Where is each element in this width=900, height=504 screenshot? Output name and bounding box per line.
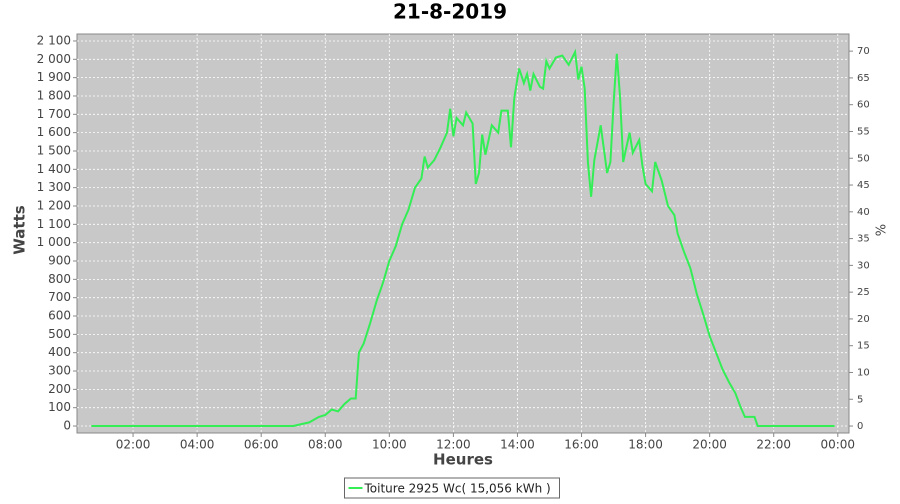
y2-tick-label: 55 bbox=[857, 126, 870, 137]
y-tick-label: 700 bbox=[48, 290, 71, 304]
y-tick-label: 300 bbox=[48, 364, 71, 378]
y-tick-label: 1 300 bbox=[37, 180, 71, 194]
y2-tick-label: 45 bbox=[857, 180, 870, 191]
y-tick-label: 1 500 bbox=[37, 143, 71, 157]
x-tick-label: 16:00 bbox=[564, 438, 599, 452]
y2-tick-label: 50 bbox=[857, 153, 870, 164]
y2-tick-label: 0 bbox=[857, 421, 863, 432]
legend-box bbox=[344, 477, 560, 499]
y-tick-label: 900 bbox=[48, 254, 71, 268]
y-tick-label: 1 200 bbox=[37, 198, 71, 212]
y2-tick-label: 35 bbox=[857, 234, 870, 245]
plot-area bbox=[76, 33, 850, 434]
y2-tick-label: 25 bbox=[857, 287, 870, 298]
x-tick-label: 10:00 bbox=[372, 438, 407, 452]
x-tick-label: 04:00 bbox=[180, 438, 215, 452]
x-tick-label: 14:00 bbox=[500, 438, 535, 452]
y-tick-label: 1 600 bbox=[37, 125, 71, 139]
y2-tick-label: 15 bbox=[857, 341, 870, 352]
x-tick-label: 18:00 bbox=[628, 438, 663, 452]
y-tick-label: 600 bbox=[48, 309, 71, 323]
y2-tick-label: 65 bbox=[857, 73, 870, 84]
y2-tick-label: 70 bbox=[857, 46, 870, 57]
data-line bbox=[91, 48, 835, 427]
x-tick-label: 08:00 bbox=[308, 438, 343, 452]
x-tick-label: 22:00 bbox=[756, 438, 791, 452]
y-tick-label: 200 bbox=[48, 382, 71, 396]
y2-tick-label: 60 bbox=[857, 100, 870, 111]
y2-tick-label: 30 bbox=[857, 260, 870, 271]
y-tick-label: 2 000 bbox=[37, 52, 71, 66]
y-tick-label: 2 100 bbox=[37, 33, 71, 47]
y2-axis-label: % bbox=[875, 224, 890, 236]
y-axis-label: Watts bbox=[11, 205, 29, 254]
y2-tick-label: 10 bbox=[857, 367, 870, 378]
y-tick-label: 1 000 bbox=[37, 235, 71, 249]
x-tick-label: 20:00 bbox=[692, 438, 727, 452]
x-axis-label: Heures bbox=[433, 451, 493, 469]
x-tick-label: 00:00 bbox=[820, 438, 855, 452]
x-tick-label: 12:00 bbox=[436, 438, 471, 452]
y2-tick-label: 40 bbox=[857, 207, 870, 218]
y-tick-label: 1 900 bbox=[37, 70, 71, 84]
x-tick-label: 06:00 bbox=[244, 438, 279, 452]
y-tick-label: 800 bbox=[48, 272, 71, 286]
y2-tick-label: 5 bbox=[857, 394, 863, 405]
y2-tick-label: 20 bbox=[857, 314, 870, 325]
y-tick-label: 1 800 bbox=[37, 88, 71, 102]
y-tick-label: 100 bbox=[48, 400, 71, 414]
x-tick-label: 02:00 bbox=[116, 438, 151, 452]
y-tick-label: 1 100 bbox=[37, 217, 71, 231]
y-tick-label: 500 bbox=[48, 327, 71, 341]
y-tick-label: 1 700 bbox=[37, 107, 71, 121]
y-tick-label: 1 400 bbox=[37, 162, 71, 176]
legend-label: Toiture 2925 Wc( 15,056 kWh ) bbox=[364, 482, 551, 496]
y-tick-label: 0 bbox=[63, 419, 71, 433]
y-tick-label: 400 bbox=[48, 345, 71, 359]
chart-title: 21-8-2019 bbox=[393, 0, 507, 24]
